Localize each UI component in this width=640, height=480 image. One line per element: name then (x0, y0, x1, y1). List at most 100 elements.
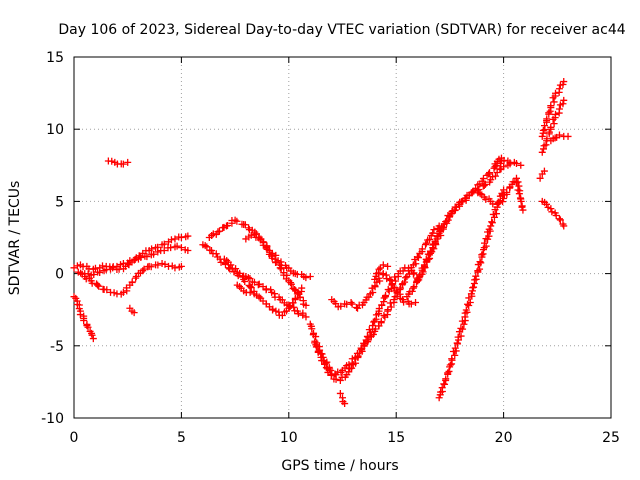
data-point (354, 304, 362, 312)
series-trace-16 (371, 261, 392, 283)
trace-markers (355, 301, 366, 309)
trace-markers (448, 206, 459, 217)
trace-markers (494, 198, 507, 206)
series-trace-9 (220, 255, 306, 319)
trace-markers (233, 217, 246, 228)
trace-markers (489, 172, 499, 181)
trace-markers (396, 267, 407, 275)
series-trace-25 (538, 197, 568, 230)
trace-markers (259, 241, 274, 258)
trace-markers (84, 270, 92, 278)
x-tick-label: 5 (177, 430, 186, 446)
data-point (487, 222, 495, 230)
trace-markers (82, 274, 94, 283)
trace-markers (482, 195, 493, 203)
x-tick-label: 15 (387, 430, 405, 446)
trace-markers (95, 282, 107, 293)
data-point (422, 239, 430, 247)
series-trace-23 (538, 96, 568, 156)
trace-markers (167, 236, 175, 244)
data-point (347, 298, 355, 306)
trace-markers (247, 284, 258, 298)
trace-markers (508, 178, 519, 188)
trace-markers (228, 264, 240, 273)
data-point (386, 275, 394, 283)
y-tick-label: 15 (46, 50, 64, 66)
data-point (560, 78, 568, 86)
trace-markers (488, 206, 500, 227)
trace-markers (426, 238, 440, 256)
x-axis-label: GPS time / hours (281, 458, 398, 474)
data-point (177, 262, 185, 270)
trace-markers (341, 362, 351, 372)
series-trace-12 (306, 222, 443, 379)
data-point (369, 322, 377, 330)
data-point (139, 267, 147, 275)
y-axis-label: SDTVAR / TECUs (7, 181, 23, 296)
trace-markers (551, 109, 563, 118)
trace-markers (244, 274, 256, 286)
trace-markers (119, 160, 127, 168)
trace-markers (415, 266, 426, 282)
trace-markers (496, 165, 505, 173)
data-point (302, 301, 310, 309)
trace-markers (375, 294, 388, 313)
trace-markers (154, 261, 162, 269)
trace-markers (143, 253, 151, 261)
trace-markers (492, 159, 504, 170)
trace-markers (348, 300, 361, 312)
data-point (560, 96, 568, 104)
trace-markers (90, 271, 98, 279)
x-tick-label: 0 (70, 430, 79, 446)
trace-markers (318, 357, 330, 372)
data-point (119, 288, 127, 296)
trace-markers (77, 269, 86, 278)
trace-markers (411, 253, 422, 268)
trace-markers (234, 272, 247, 281)
trace-markers (88, 279, 101, 288)
trace-markers (128, 274, 140, 287)
y-tick-label: -10 (41, 411, 64, 427)
trace-markers (548, 208, 556, 216)
data-series (70, 78, 572, 408)
series-trace-17 (403, 160, 514, 301)
data-point (371, 275, 379, 283)
trace-markers (124, 260, 133, 269)
series-trace-3 (81, 232, 192, 279)
trace-markers (481, 225, 494, 250)
data-point (500, 195, 508, 203)
trace-markers (80, 316, 91, 328)
chart-title: Day 106 of 2023, Sidereal Day-to-day VTE… (58, 22, 625, 38)
trace-markers (73, 300, 83, 313)
trace-markers (409, 269, 421, 282)
data-point (480, 182, 488, 190)
trace-markers (223, 257, 232, 266)
data-point (538, 148, 546, 156)
trace-markers (140, 263, 152, 273)
trace-markers (224, 216, 236, 230)
trace-markers (278, 296, 291, 309)
trace-markers (293, 270, 306, 279)
trace-markers (421, 251, 433, 270)
trace-markers (418, 241, 430, 256)
trace-markers (286, 299, 297, 310)
x-tick-label: 25 (602, 430, 620, 446)
series-trace-6 (126, 304, 138, 317)
data-point (540, 167, 548, 175)
data-point (341, 400, 349, 408)
data-point (555, 131, 563, 139)
trace-markers (345, 364, 356, 376)
trace-markers (351, 352, 362, 367)
trace-markers (280, 307, 291, 316)
data-point (336, 376, 344, 384)
data-point (298, 284, 306, 292)
trace-markers (241, 277, 253, 289)
trace-markers (382, 271, 391, 283)
trace-markers (448, 339, 462, 363)
trace-markers (375, 271, 387, 285)
trace-markers (547, 115, 558, 131)
trace-markers (277, 265, 291, 283)
data-point (70, 293, 78, 301)
series-trace-14 (336, 389, 349, 408)
